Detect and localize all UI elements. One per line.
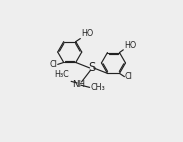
Text: NH: NH [72, 80, 85, 89]
Text: H₃C: H₃C [54, 70, 69, 79]
Text: HO: HO [124, 41, 136, 50]
Text: CH₃: CH₃ [91, 83, 105, 92]
Text: HO: HO [81, 29, 93, 38]
Text: S: S [88, 61, 95, 74]
Text: Cl: Cl [125, 72, 133, 81]
Text: Cl: Cl [49, 60, 57, 69]
